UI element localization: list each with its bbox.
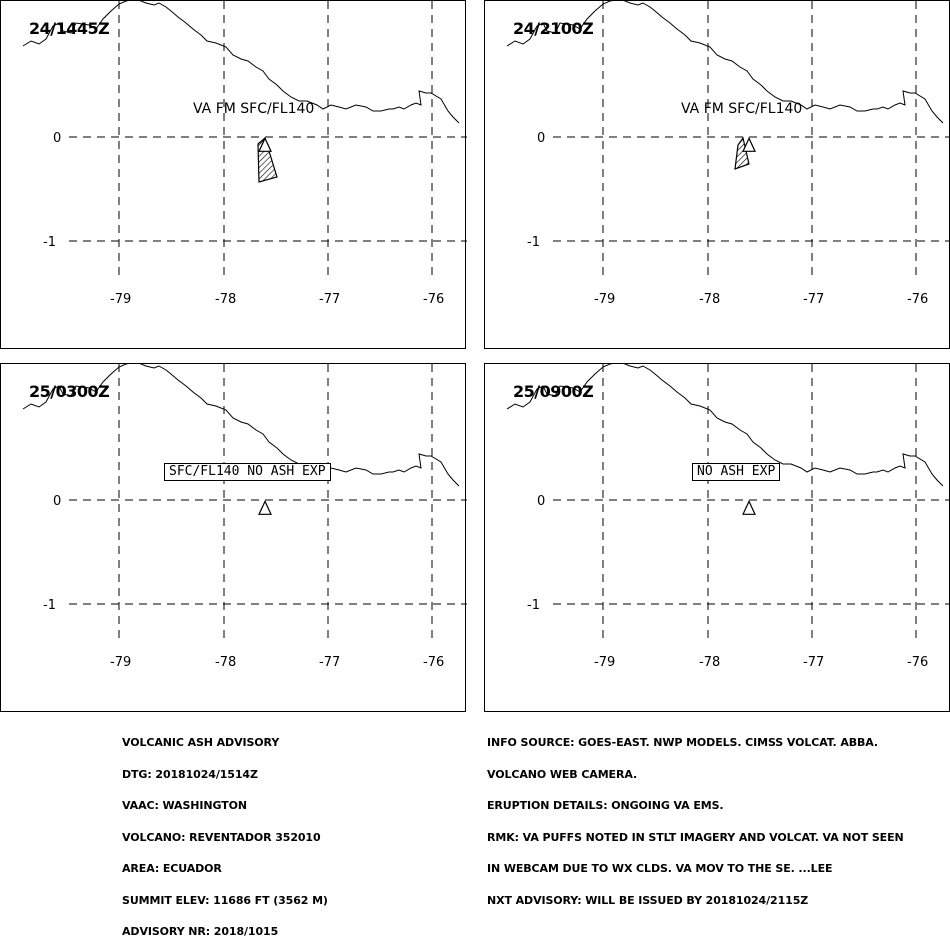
valid-time-stamp: 25/0900Z bbox=[513, 382, 594, 401]
advisory-line: IN WEBCAM DUE TO WX CLDS. VA MOV TO THE … bbox=[487, 862, 833, 875]
longitude-tick-label: -79 bbox=[594, 292, 615, 307]
latitude-tick-label: 0 bbox=[537, 494, 545, 509]
longitude-tick-label: -78 bbox=[699, 655, 720, 670]
triangle-icon bbox=[258, 136, 272, 152]
longitude-tick-label: -76 bbox=[907, 655, 928, 670]
advisory-line: VOLCANIC ASH ADVISORY bbox=[122, 736, 280, 749]
longitude-tick-label: -77 bbox=[803, 655, 824, 670]
advisory-line: ERUPTION DETAILS: ONGOING VA EMS. bbox=[487, 799, 724, 812]
map-svg-2: -79 -78 -77 -76 0 -1 bbox=[506, 1, 950, 307]
longitude-tick-label: -76 bbox=[907, 292, 928, 307]
advisory-line: NXT ADVISORY: WILL BE ISSUED BY 20181024… bbox=[487, 893, 809, 907]
advisory-line: SUMMIT ELEV: 11686 FT (3562 M) bbox=[122, 893, 328, 907]
latitude-tick-label: -1 bbox=[527, 598, 540, 613]
latitude-tick-label: -1 bbox=[527, 235, 540, 250]
coastline bbox=[506, 364, 944, 487]
map-panel-2: -79 -78 -77 -76 0 -1 24/2100Z VA FM SFC/FL140 bbox=[484, 0, 950, 349]
map-panel-4: -79 -78 -77 -76 0 -1 25/0900Z NO ASH EXP bbox=[484, 363, 950, 712]
longitude-tick-label: -76 bbox=[423, 292, 444, 307]
map-panel-1: -79 -78 -77 -76 0 -1 24/1445Z VA FM SFC/FL140 bbox=[0, 0, 467, 349]
advisory-line: INFO SOURCE: GOES-EAST. NWP MODELS. CIMS… bbox=[487, 736, 878, 749]
advisory-line: AREA: ECUADOR bbox=[122, 862, 222, 875]
longitude-tick-label: -77 bbox=[803, 292, 824, 307]
longitude-tick-label: -79 bbox=[110, 292, 131, 307]
latitude-tick-label: 0 bbox=[53, 131, 61, 146]
triangle-icon bbox=[258, 499, 272, 515]
coastline bbox=[506, 1, 944, 124]
triangle-icon bbox=[742, 136, 756, 152]
ash-height-label: VA FM SFC/FL140 bbox=[681, 101, 803, 117]
longitude-tick-label: -77 bbox=[319, 292, 340, 307]
latitude-tick-label: -1 bbox=[43, 598, 56, 613]
advisory-line: VOLCANO: REVENTADOR 352010 bbox=[122, 830, 321, 844]
latitude-tick-label: 0 bbox=[537, 131, 545, 146]
advisory-line: RMK: VA PUFFS NOTED IN STLT IMAGERY AND … bbox=[487, 830, 904, 844]
advisory-header-block: VOLCANIC ASH ADVISORY DTG: 20181024/1514… bbox=[122, 717, 328, 948]
map-svg-3: -79 -78 -77 -76 0 -1 bbox=[22, 364, 467, 670]
valid-time-stamp: 24/1445Z bbox=[29, 19, 110, 38]
longitude-tick-label: -78 bbox=[215, 292, 236, 307]
map-svg-4: -79 -78 -77 -76 0 -1 bbox=[506, 364, 950, 670]
coastline bbox=[22, 364, 460, 487]
valid-time-stamp: 24/2100Z bbox=[513, 19, 594, 38]
longitude-tick-label: -78 bbox=[699, 292, 720, 307]
advisory-details-block: INFO SOURCE: GOES-EAST. NWP MODELS. CIMS… bbox=[487, 717, 904, 917]
ash-forecast-label: SFC/FL140 NO ASH EXP bbox=[164, 463, 331, 481]
valid-time-stamp: 25/0300Z bbox=[29, 382, 110, 401]
longitude-tick-label: -76 bbox=[423, 655, 444, 670]
map-panel-3: -79 -78 -77 -76 0 -1 25/0300Z SFC/FL140 NO AS… bbox=[0, 363, 467, 712]
advisory-line: ADVISORY NR: 2018/1015 bbox=[122, 925, 279, 938]
advisory-line: DTG: 20181024/1514Z bbox=[122, 767, 258, 781]
advisory-line: VOLCANO WEB CAMERA. bbox=[487, 767, 638, 781]
longitude-tick-label: -77 bbox=[319, 655, 340, 670]
latitude-tick-label: 0 bbox=[53, 494, 61, 509]
coastline bbox=[22, 1, 460, 124]
ash-forecast-label: NO ASH EXP bbox=[692, 463, 781, 481]
longitude-tick-label: -78 bbox=[215, 655, 236, 670]
longitude-tick-label: -79 bbox=[110, 655, 131, 670]
map-svg-1: -79 -78 -77 -76 0 -1 bbox=[22, 1, 467, 307]
advisory-line: VAAC: WASHINGTON bbox=[122, 799, 247, 812]
ash-cloud-polygon bbox=[734, 136, 750, 170]
ash-height-label: VA FM SFC/FL140 bbox=[193, 101, 315, 117]
longitude-tick-label: -79 bbox=[594, 655, 615, 670]
triangle-icon bbox=[742, 499, 756, 515]
latitude-tick-label: -1 bbox=[43, 235, 56, 250]
